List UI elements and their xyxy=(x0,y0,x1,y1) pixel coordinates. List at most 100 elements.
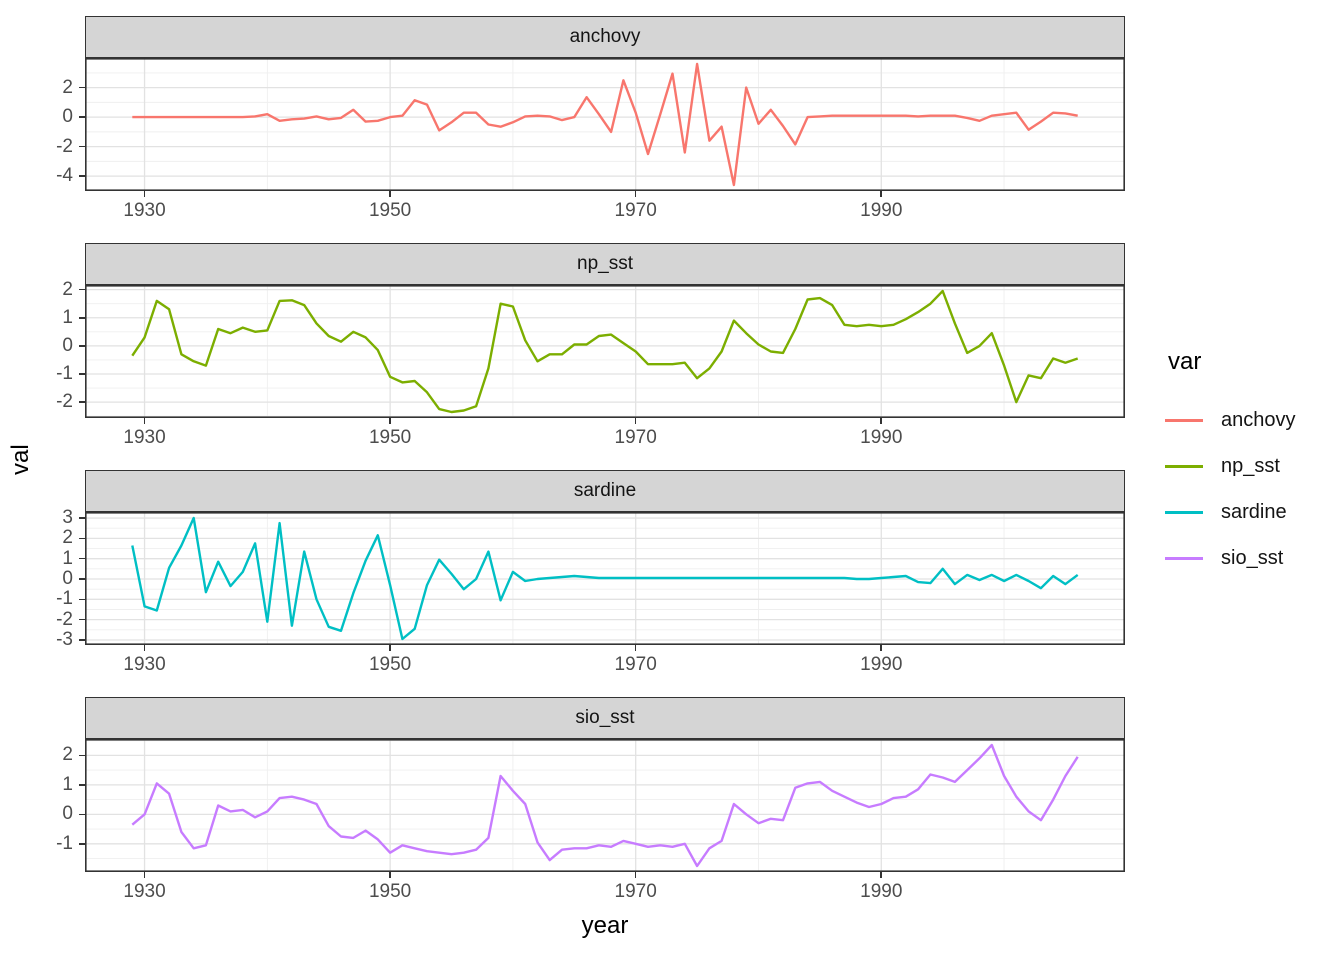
x-tick-mark xyxy=(389,191,391,197)
x-tick-mark xyxy=(880,191,883,197)
x-axis-tick-label: 1970 xyxy=(614,427,657,448)
y-axis-tick-label: 2 xyxy=(62,527,73,549)
facet-strip-anchovy: anchovy xyxy=(85,16,1125,58)
legend-item-sardine: sardine xyxy=(1165,500,1287,524)
x-axis-tick-label: 1930 xyxy=(123,427,166,448)
series-line-sio_sst xyxy=(131,743,1079,868)
x-axis-tick-label: 1930 xyxy=(123,200,166,221)
series-line-np_sst xyxy=(131,289,1079,414)
x-axis-tick-label: 1970 xyxy=(614,654,657,675)
y-axis-tick-label: 0 xyxy=(62,334,73,356)
y-tick-mark xyxy=(79,288,85,291)
legend-label-sio-sst: sio_sst xyxy=(1221,546,1284,569)
y-axis-tick-label: -1 xyxy=(56,362,73,384)
x-axis-title: year xyxy=(581,912,629,939)
series-line-sardine xyxy=(131,516,1079,641)
y-tick-mark xyxy=(79,316,85,319)
x-tick-mark xyxy=(634,645,637,651)
legend-label-np-sst: np_sst xyxy=(1221,454,1280,477)
y-tick-mark xyxy=(79,517,85,519)
y-tick-mark xyxy=(79,345,85,347)
y-tick-mark xyxy=(79,578,85,580)
legend-key-np-sst xyxy=(1165,464,1203,468)
y-tick-mark xyxy=(79,843,85,845)
x-axis-tick-label: 1990 xyxy=(860,427,903,448)
y-tick-mark xyxy=(79,175,85,177)
x-tick-mark xyxy=(143,418,146,424)
legend-key-sardine xyxy=(1165,510,1203,514)
legend-label-sardine: sardine xyxy=(1221,500,1287,523)
x-tick-mark xyxy=(143,645,146,651)
x-tick-mark xyxy=(143,872,146,878)
y-axis-tick-label: 1 xyxy=(62,773,73,795)
y-axis-tick-label: 0 xyxy=(62,106,73,128)
x-axis-tick-label: 1950 xyxy=(368,881,412,902)
panel-sardine xyxy=(85,512,1125,645)
x-tick-mark xyxy=(634,872,637,878)
y-tick-mark xyxy=(79,784,85,786)
y-tick-mark xyxy=(79,145,85,148)
y-tick-mark xyxy=(79,639,85,641)
x-tick-mark xyxy=(880,872,883,878)
x-tick-mark xyxy=(389,645,391,651)
legend-key-sio-sst xyxy=(1165,556,1203,560)
y-axis-title: val xyxy=(7,444,34,476)
legend-item-sio-sst: sio_sst xyxy=(1165,546,1283,570)
facet-strip-sio-sst: sio_sst xyxy=(85,697,1125,739)
x-axis-tick-label: 1990 xyxy=(860,654,903,675)
x-axis-tick-label: 1970 xyxy=(614,200,657,221)
x-tick-mark xyxy=(634,191,637,197)
y-axis-tick-label: -1 xyxy=(56,832,73,854)
x-axis-tick-label: 1930 xyxy=(123,881,166,902)
y-tick-mark xyxy=(79,116,85,118)
y-tick-mark xyxy=(79,754,85,757)
x-axis-tick-label: 1950 xyxy=(368,200,412,221)
y-axis-tick-label: 3 xyxy=(62,507,73,529)
x-axis-tick-label: 1930 xyxy=(123,654,166,675)
y-tick-mark xyxy=(79,618,85,621)
y-axis-tick-label: 0 xyxy=(62,803,73,825)
series-line-anchovy xyxy=(132,62,1078,187)
panel-sio-sst xyxy=(85,739,1125,872)
y-axis-tick-label: 0 xyxy=(62,568,73,589)
y-tick-mark xyxy=(79,86,85,89)
y-axis-tick-label: -2 xyxy=(56,608,73,630)
legend-item-anchovy: anchovy xyxy=(1165,408,1296,432)
legend-key-anchovy xyxy=(1165,418,1203,422)
x-tick-mark xyxy=(389,872,391,878)
y-axis-tick-label: -2 xyxy=(56,391,73,413)
x-axis-tick-label: 1970 xyxy=(614,881,657,902)
y-tick-mark xyxy=(79,401,85,403)
x-tick-mark xyxy=(143,191,146,197)
x-tick-mark xyxy=(880,645,883,651)
y-axis-tick-label: 2 xyxy=(62,744,73,766)
y-tick-mark xyxy=(79,373,85,375)
y-axis-tick-label: -3 xyxy=(56,628,73,650)
x-tick-mark xyxy=(389,418,391,424)
x-tick-mark xyxy=(880,418,883,424)
legend-title: var xyxy=(1168,348,1202,375)
y-axis-tick-label: -1 xyxy=(56,588,73,610)
y-axis-tick-label: -2 xyxy=(56,135,73,157)
legend-item-np-sst: np_sst xyxy=(1165,454,1280,478)
facet-strip-sardine: sardine xyxy=(85,470,1125,512)
x-axis-tick-label: 1950 xyxy=(368,654,412,675)
y-axis-tick-label: -4 xyxy=(56,165,73,187)
x-axis-tick-label: 1990 xyxy=(860,200,903,221)
facet-title-sardine: sardine xyxy=(573,480,637,501)
facet-strip-np-sst: np_sst xyxy=(85,243,1125,285)
y-tick-mark xyxy=(79,557,85,560)
x-tick-mark xyxy=(634,418,637,424)
y-tick-mark xyxy=(79,537,85,540)
panel-np-sst xyxy=(85,285,1125,418)
y-tick-mark xyxy=(79,598,85,601)
legend-label-anchovy: anchovy xyxy=(1221,408,1296,431)
y-tick-mark xyxy=(79,813,85,816)
y-axis-tick-label: 1 xyxy=(62,547,73,569)
x-axis-tick-label: 1990 xyxy=(860,881,903,902)
x-axis-tick-label: 1950 xyxy=(368,427,412,448)
facet-title-sio-sst: sio_sst xyxy=(575,707,635,728)
facet-title-np-sst: np_sst xyxy=(577,253,633,274)
facet-title-anchovy: anchovy xyxy=(569,26,641,47)
